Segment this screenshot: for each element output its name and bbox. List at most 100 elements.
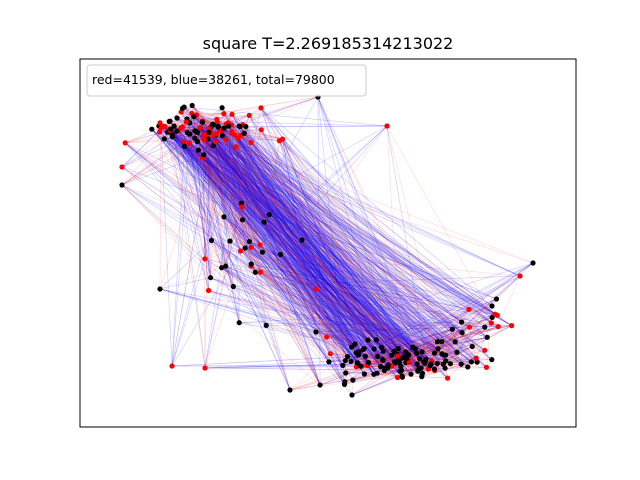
node-red: [201, 132, 207, 138]
node-black: [317, 382, 323, 388]
edge-blue: [223, 113, 458, 353]
edge-blue: [212, 134, 365, 375]
edge-red: [418, 305, 493, 370]
edge-blue: [208, 290, 423, 353]
node-red: [202, 256, 208, 262]
edge-blue: [280, 254, 360, 353]
node-red: [229, 111, 235, 117]
edge-red: [223, 128, 424, 363]
edge-blue: [183, 141, 435, 354]
edge-blue: [171, 134, 235, 367]
edge-blue: [194, 130, 478, 363]
edge-red: [198, 149, 399, 349]
edge-blue: [200, 127, 470, 328]
node-black: [246, 238, 252, 245]
edge-red: [231, 132, 400, 360]
edge-red: [212, 134, 462, 365]
node-black: [482, 324, 488, 330]
node-black: [219, 265, 225, 271]
edge-red: [205, 134, 446, 369]
edge-blue: [203, 154, 261, 273]
edge-blue: [159, 277, 211, 290]
node-black: [422, 360, 428, 366]
edge-blue: [178, 130, 403, 378]
edge-blue: [251, 125, 388, 248]
edge-blue: [121, 184, 395, 363]
edge-blue: [197, 132, 418, 365]
edge-blue: [315, 325, 512, 333]
edge-red: [202, 120, 348, 357]
edge-blue: [242, 124, 446, 369]
edge-red: [218, 126, 485, 328]
edge-red: [326, 336, 492, 360]
edge-red: [125, 142, 422, 369]
edge-blue: [203, 154, 243, 208]
edge-blue: [159, 122, 386, 369]
edge-blue: [178, 130, 240, 323]
edge-red: [191, 105, 424, 363]
edge-blue: [260, 107, 352, 362]
node-black: [248, 261, 254, 267]
edge-blue: [168, 129, 463, 333]
edge-blue: [223, 216, 432, 365]
node-black: [489, 357, 495, 363]
edge-red: [461, 332, 493, 360]
edge-blue: [210, 127, 365, 375]
edge-red: [354, 343, 399, 349]
edge-blue: [199, 127, 400, 363]
edge-blue: [196, 131, 291, 391]
node-black: [195, 147, 201, 153]
node-black: [194, 129, 200, 136]
edge-red: [239, 322, 327, 338]
node-red: [233, 144, 239, 150]
edge-red: [367, 326, 499, 366]
node-black: [361, 371, 367, 377]
node-red: [239, 204, 245, 210]
edge-red: [191, 113, 403, 359]
edge-red: [125, 142, 410, 363]
edge-blue: [207, 138, 226, 140]
edge-red: [221, 130, 402, 371]
edge-red: [402, 361, 424, 377]
edge-blue: [235, 146, 393, 367]
edge-blue: [183, 141, 330, 362]
edge-red: [151, 129, 234, 287]
edge-blue: [223, 128, 345, 385]
edge-blue: [173, 125, 393, 367]
edge-red: [204, 142, 252, 369]
edge-red: [171, 135, 213, 367]
edge-red: [445, 325, 512, 362]
edge-red: [251, 263, 359, 356]
edge-blue: [191, 113, 412, 375]
edge-blue: [223, 216, 470, 328]
edge-blue: [207, 138, 385, 371]
edge-red: [213, 124, 252, 265]
edge-red: [184, 106, 243, 125]
edge-blue: [198, 149, 420, 359]
edge-blue: [189, 122, 403, 377]
edge-blue: [202, 120, 381, 367]
node-black: [199, 119, 205, 125]
edge-blue: [223, 128, 419, 372]
edge-blue: [202, 120, 357, 353]
edge-blue: [301, 239, 364, 350]
edge-red: [121, 131, 168, 168]
node-black: [468, 359, 474, 365]
edge-red: [356, 352, 425, 364]
edge-red: [225, 206, 243, 267]
edge-red: [239, 125, 423, 377]
edge-red: [204, 139, 435, 354]
edge-blue: [223, 128, 357, 353]
edge-blue: [212, 124, 423, 377]
edge-blue: [218, 126, 499, 327]
edge-blue: [180, 127, 234, 287]
edge-blue: [218, 127, 369, 363]
edge-red: [289, 353, 331, 391]
edge-red: [180, 127, 429, 370]
edge-blue: [216, 119, 469, 368]
edge-red: [183, 106, 458, 353]
node-red: [197, 125, 203, 131]
edge-blue: [239, 125, 451, 364]
edge-blue: [242, 219, 383, 360]
edge-blue: [121, 184, 406, 353]
